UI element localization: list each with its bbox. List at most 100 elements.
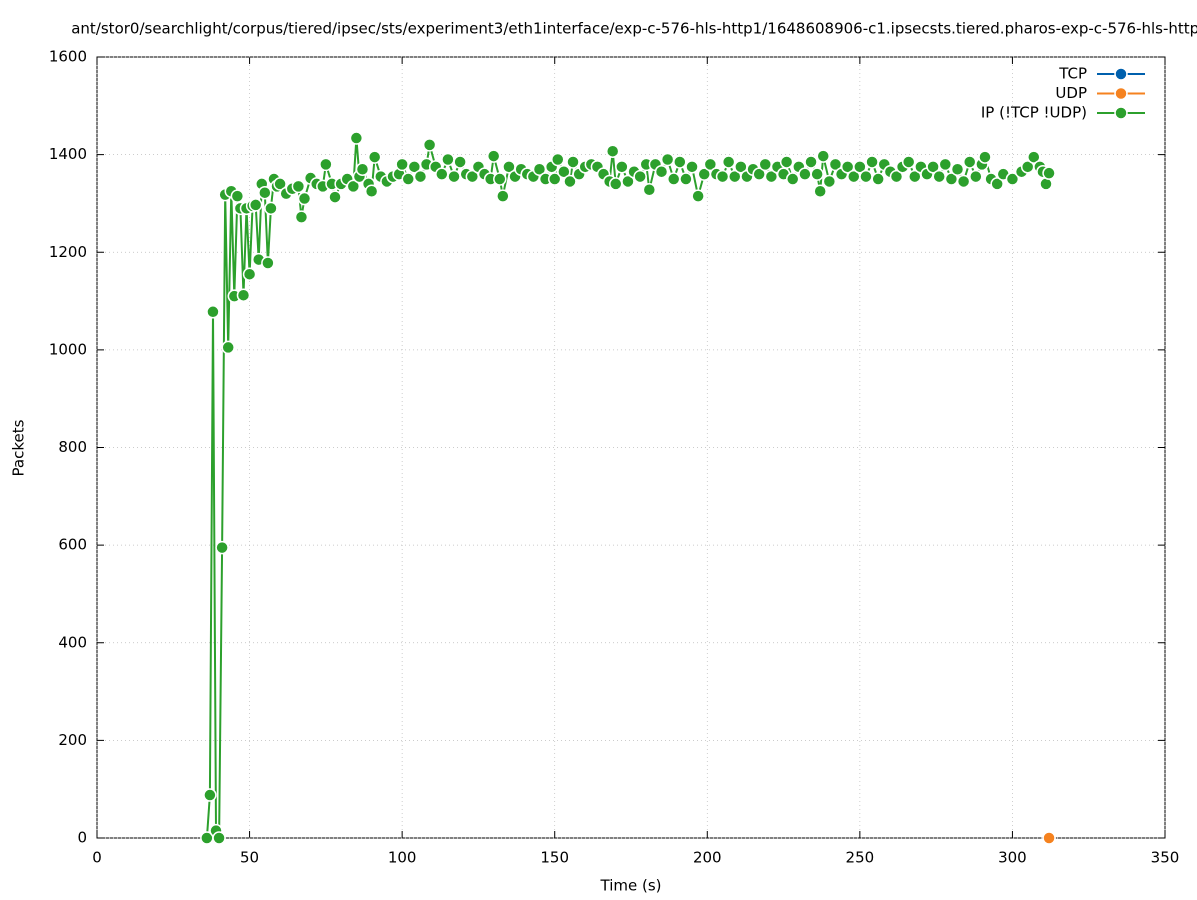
y-axis-label: Packets [10, 419, 28, 476]
data-point [453, 155, 467, 169]
data-point [666, 172, 681, 186]
data-point [294, 210, 309, 224]
data-point [221, 340, 235, 355]
data-point [633, 169, 647, 184]
data-point [493, 172, 507, 186]
x-tick-label: 0 [92, 849, 102, 867]
data-point [441, 152, 455, 167]
data-point [969, 169, 983, 184]
data-point [804, 155, 818, 169]
data-point [715, 169, 730, 184]
data-point [328, 190, 342, 204]
legend-marker [1114, 67, 1128, 81]
data-point [297, 191, 312, 206]
data-point [264, 201, 278, 216]
data-point [261, 256, 275, 270]
y-tick-label: 200 [58, 731, 87, 749]
x-tick-label: 50 [240, 849, 259, 867]
data-point [822, 174, 837, 189]
data-point [435, 167, 449, 181]
x-tick-label: 200 [693, 849, 722, 867]
data-point [203, 788, 217, 802]
data-point [642, 183, 657, 197]
data-point [273, 177, 287, 191]
data-point [758, 157, 773, 172]
data-point [349, 131, 364, 145]
data-point [810, 167, 824, 181]
data-point [889, 169, 904, 184]
data-point [486, 149, 501, 163]
y-tick-label: 1200 [49, 243, 87, 261]
data-point [291, 179, 306, 194]
data-point [608, 177, 623, 191]
data-point [447, 169, 461, 184]
chart-title: ant/stor0/searchlight/corpus/tiered/ipse… [71, 20, 1197, 38]
legend-label: IP (!TCP !UDP) [981, 104, 1087, 122]
y-tick-label: 0 [77, 829, 87, 847]
y-tick-label: 1600 [49, 48, 87, 66]
data-point [422, 138, 437, 152]
legend-marker [1114, 86, 1128, 101]
data-point [871, 172, 885, 186]
x-tick-label: 300 [998, 849, 1027, 867]
data-point [901, 155, 916, 169]
y-tick-label: 600 [58, 536, 87, 554]
y-tick-label: 1400 [49, 145, 87, 163]
data-point [1042, 166, 1056, 180]
data-point [258, 185, 272, 200]
data-point [721, 155, 736, 169]
data-point [1042, 831, 1056, 845]
data-point [859, 169, 873, 184]
legend-label: TCP [1058, 65, 1087, 83]
data-point [785, 172, 800, 186]
data-point [236, 288, 251, 302]
data-point [938, 157, 953, 172]
data-point [346, 179, 361, 194]
data-point [950, 162, 965, 177]
data-point [660, 152, 675, 167]
data-point [566, 155, 580, 169]
data-point [355, 162, 370, 177]
data-point [413, 169, 428, 184]
x-tick-label: 350 [1151, 849, 1180, 867]
data-point [654, 164, 669, 179]
data-point [367, 150, 382, 164]
data-point [605, 144, 620, 158]
legend-label: UDP [1055, 84, 1087, 102]
x-tick-label: 250 [846, 849, 875, 867]
data-point [679, 172, 693, 186]
series-line [205, 137, 1050, 839]
data-point [962, 155, 977, 169]
data-point [547, 172, 562, 186]
data-point [816, 149, 830, 163]
data-point [395, 157, 409, 172]
data-point [215, 540, 229, 555]
data-point [673, 155, 687, 169]
data-point [319, 157, 333, 172]
data-point [212, 831, 226, 845]
y-tick-label: 400 [58, 633, 87, 651]
data-point [557, 164, 571, 179]
data-point [685, 160, 699, 174]
data-point [401, 172, 415, 186]
y-tick-label: 1000 [49, 340, 87, 358]
data-point [779, 155, 794, 169]
data-point [206, 305, 220, 319]
x-tick-label: 100 [388, 849, 417, 867]
data-point [853, 160, 867, 174]
data-point [615, 160, 629, 174]
data-point [798, 167, 812, 181]
y-tick-label: 800 [58, 438, 87, 456]
x-axis-label: Time (s) [600, 877, 662, 895]
data-point [248, 198, 263, 212]
data-point [364, 184, 379, 198]
data-point [1005, 172, 1020, 186]
data-point [563, 174, 577, 189]
data-point [242, 267, 257, 281]
data-point [230, 189, 245, 203]
legend-marker [1114, 106, 1128, 120]
data-point [496, 189, 510, 203]
data-point [978, 150, 992, 164]
